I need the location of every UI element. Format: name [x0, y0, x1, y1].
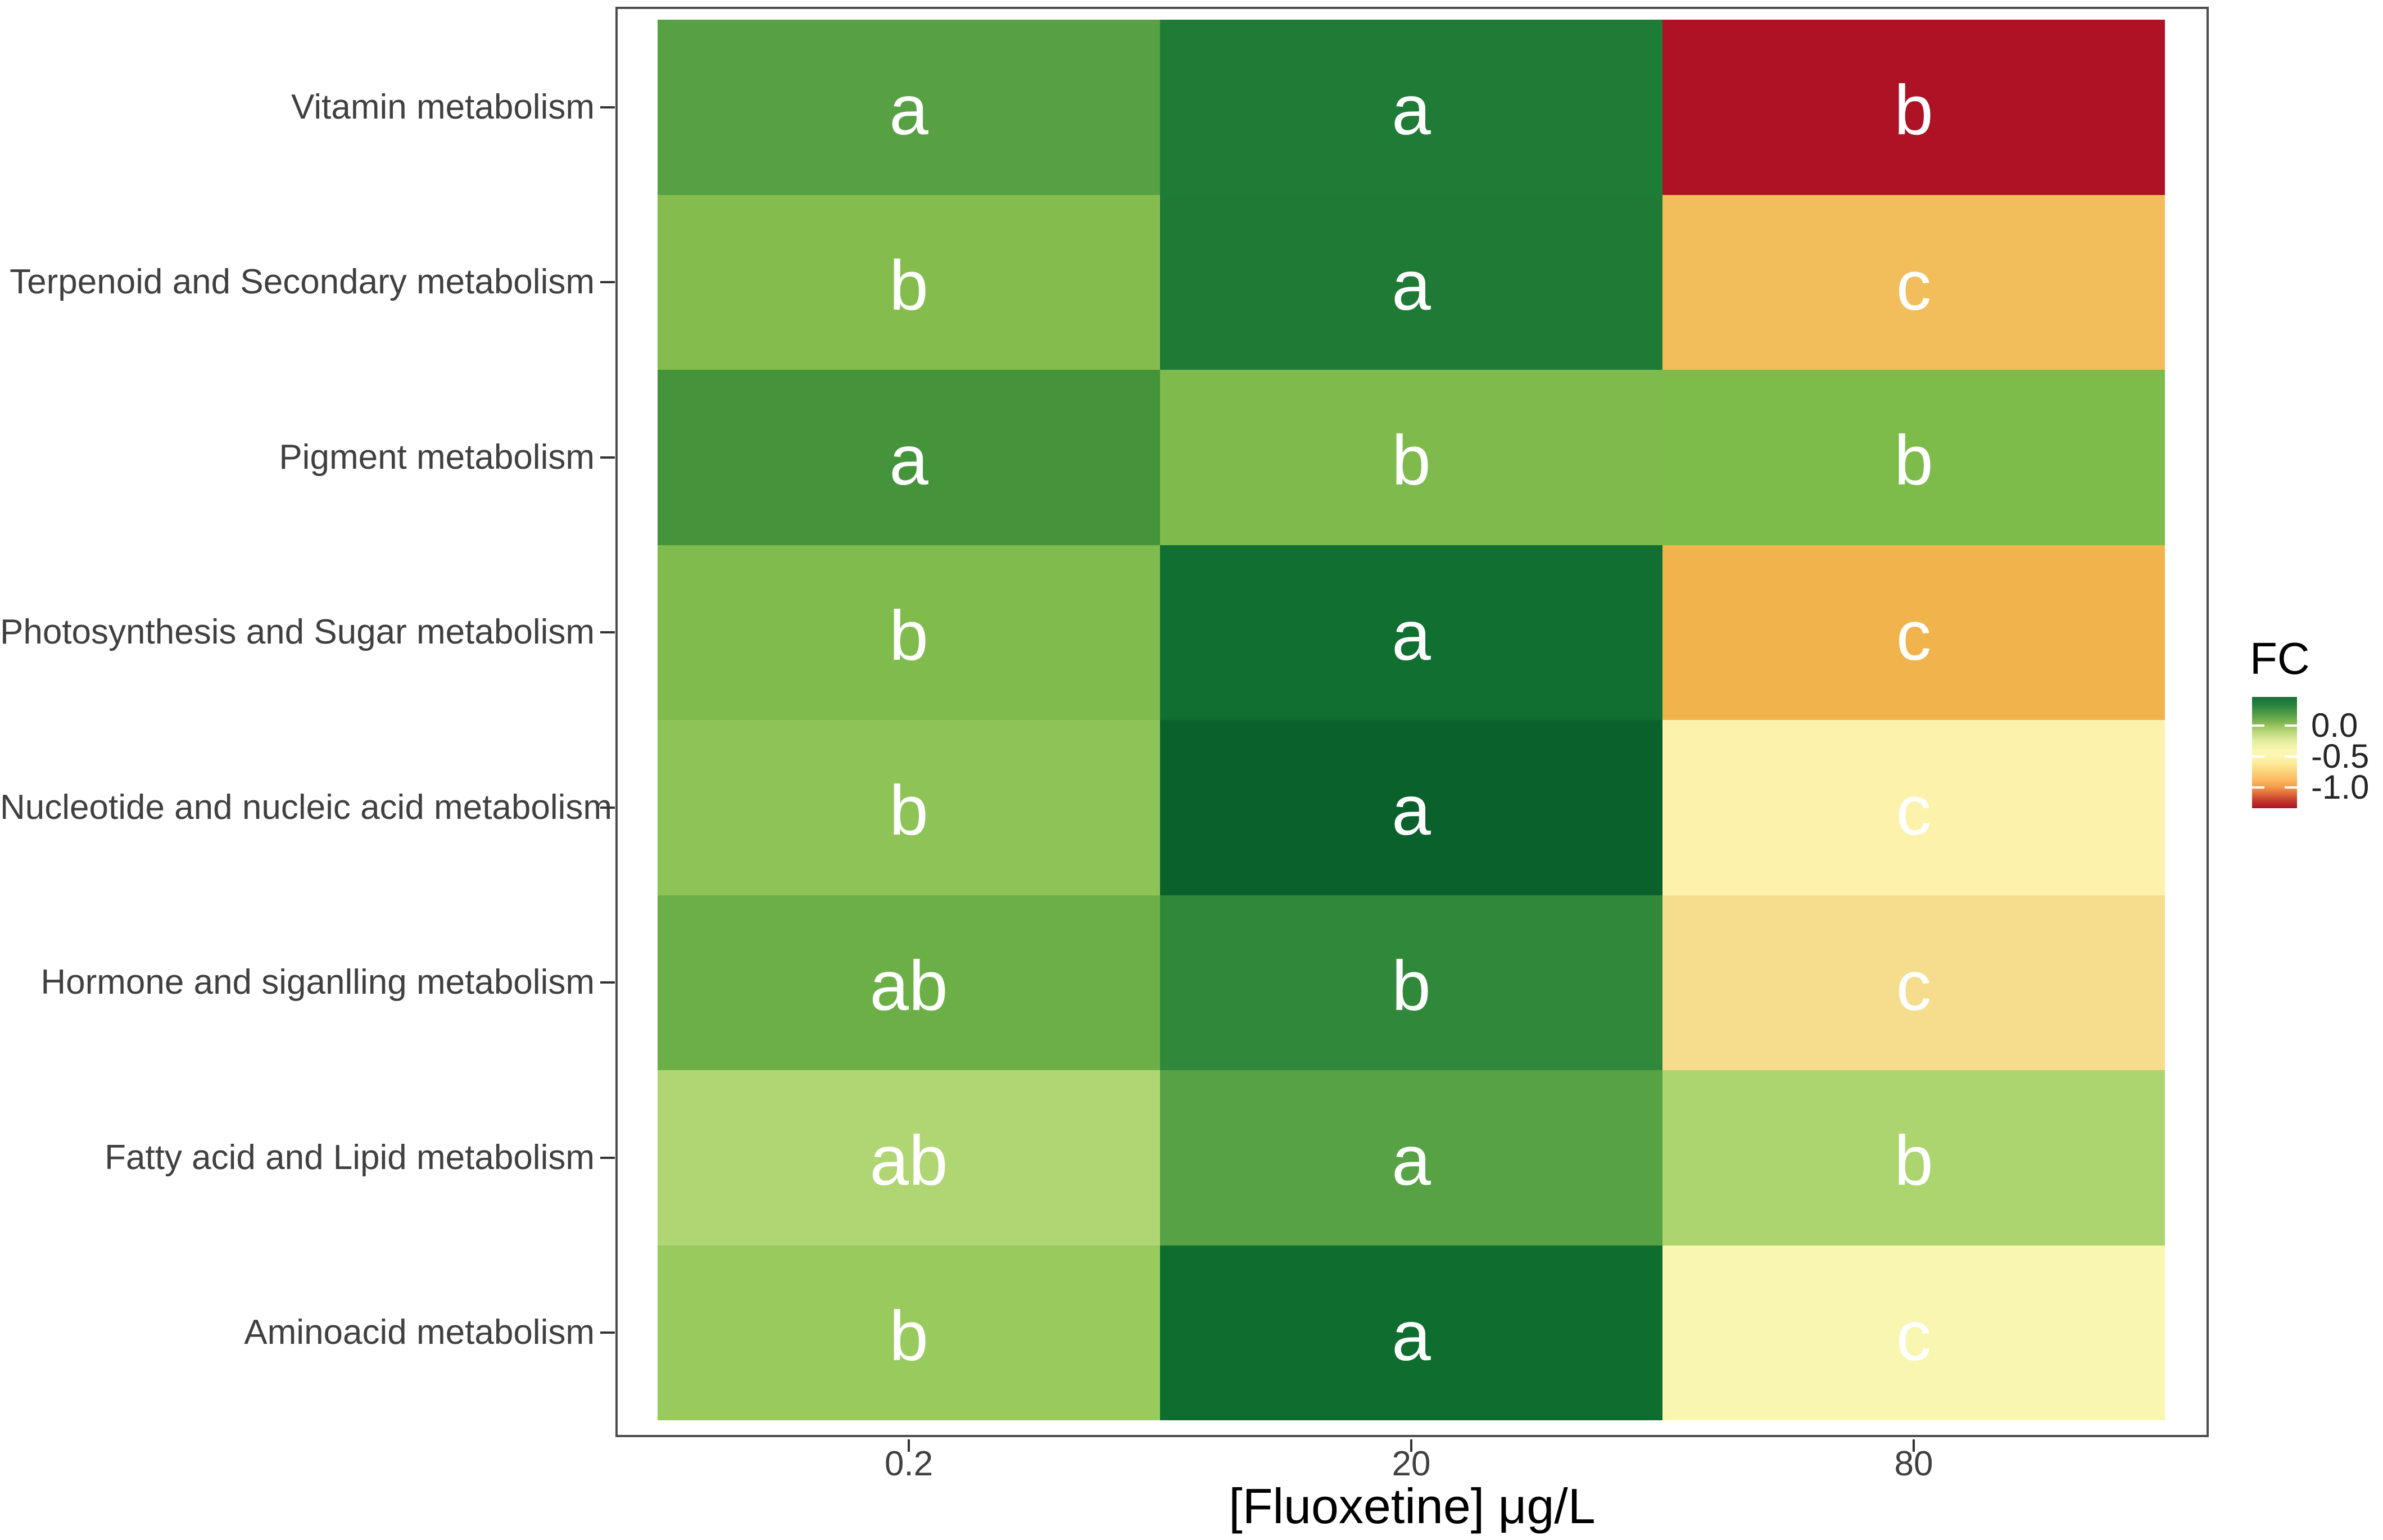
heatmap-cell-r8-c1: b: [658, 1245, 1160, 1420]
cell-significance-letter: b: [1392, 422, 1431, 500]
y-axis-label: Photosynthesis and Sugar metabolism: [0, 613, 595, 652]
cell-significance-letter: ab: [869, 1122, 948, 1201]
cell-significance-letter: c: [1896, 596, 1932, 675]
cell-significance-letter: b: [889, 596, 928, 675]
x-axis-tick: [1913, 1439, 1915, 1452]
x-axis-tick: [1410, 1439, 1412, 1452]
cell-significance-letter: b: [1894, 422, 1933, 500]
legend-colorbar-tick: [2285, 755, 2297, 758]
x-axis-tick: [908, 1439, 910, 1452]
cell-significance-letter: a: [1392, 772, 1431, 850]
heatmap-cell-r7-c2: a: [1160, 1070, 1662, 1245]
heatmap-cell-r7-c3: b: [1662, 1070, 2165, 1245]
cell-significance-letter: c: [1896, 772, 1932, 850]
heatmap-cell-r1-c2: a: [1160, 20, 1662, 195]
cell-significance-letter: b: [889, 1297, 928, 1375]
cell-significance-letter: a: [1392, 71, 1431, 150]
heatmap-cell-r5-c2: a: [1160, 720, 1662, 895]
y-axis-tick: [600, 456, 615, 459]
x-axis-title: [Fluoxetine] μg/L: [1229, 1478, 1596, 1534]
heatmap-cell-r7-c1: ab: [658, 1070, 1160, 1245]
legend-value-label: -1.0: [2311, 768, 2370, 807]
heatmap-cell-r5-c3: c: [1662, 720, 2165, 895]
cell-significance-letter: c: [1896, 946, 1932, 1025]
heatmap-cell-r3-c3: b: [1662, 370, 2165, 545]
y-axis-label: Aminoacid metabolism: [244, 1313, 595, 1352]
heatmap-cell-r8-c3: c: [1662, 1245, 2165, 1420]
y-axis-label: Terpenoid and Secondary metabolism: [10, 262, 595, 302]
y-axis-tick: [600, 106, 615, 108]
cell-significance-letter: a: [1392, 1297, 1431, 1375]
cell-significance-letter: c: [1896, 246, 1932, 325]
heatmap-grid: a a b b a c a b b b a c b a c ab b c ab a b b a c: [658, 20, 2165, 1420]
heatmap-cell-r8-c2: a: [1160, 1245, 1662, 1420]
heatmap-cell-r4-c2: a: [1160, 545, 1662, 720]
cell-significance-letter: c: [1896, 1297, 1932, 1375]
heatmap-cell-r4-c1: b: [658, 545, 1160, 720]
heatmap-cell-r3-c2: b: [1160, 370, 1662, 545]
heatmap-cell-r3-c1: a: [658, 370, 1160, 545]
legend-colorbar-tick: [2252, 724, 2264, 727]
y-axis-label: Pigment metabolism: [279, 437, 595, 477]
x-axis-label: 0.2: [884, 1444, 934, 1483]
cell-significance-letter: b: [889, 772, 928, 850]
cell-significance-letter: b: [889, 246, 928, 325]
heatmap-cell-r2-c3: c: [1662, 194, 2165, 370]
y-axis-label: Nucleotide and nucleic acid metabolism: [0, 787, 613, 827]
legend-colorbar-tick: [2252, 786, 2264, 789]
legend-colorbar-tick: [2285, 724, 2297, 727]
heatmap-cell-r1-c3: b: [1662, 20, 2165, 195]
cell-significance-letter: ab: [869, 946, 948, 1025]
legend-value-label: -0.5: [2311, 737, 2370, 775]
cell-significance-letter: b: [1392, 946, 1431, 1025]
legend-colorbar-tick: [2252, 755, 2264, 758]
y-axis-label: Vitamin metabolism: [291, 87, 595, 126]
y-axis-tick: [600, 631, 615, 634]
y-axis-tick: [600, 806, 615, 809]
cell-significance-letter: a: [889, 71, 928, 150]
heatmap-cell-r5-c1: b: [658, 720, 1160, 895]
cell-significance-letter: a: [1392, 246, 1431, 325]
y-axis-tick: [600, 981, 615, 984]
cell-significance-letter: b: [1894, 1122, 1933, 1201]
legend-value-label: 0.0: [2311, 706, 2358, 745]
legend-title: FC: [2250, 633, 2310, 683]
heatmap-cell-r2-c1: b: [658, 194, 1160, 370]
heatmap-cell-r2-c2: a: [1160, 194, 1662, 370]
cell-significance-letter: b: [1894, 71, 1933, 150]
y-axis-tick: [600, 1331, 615, 1334]
y-axis-label: Fatty acid and Lipid metabolism: [105, 1138, 595, 1177]
y-axis-tick: [600, 281, 615, 284]
x-axis-label: 20: [1392, 1444, 1431, 1483]
y-axis-tick: [600, 1156, 615, 1159]
legend-colorbar: [2252, 697, 2297, 808]
heatmap-cell-r4-c3: c: [1662, 545, 2165, 720]
cell-significance-letter: a: [1392, 1122, 1431, 1201]
legend-colorbar-tick: [2285, 786, 2297, 789]
cell-significance-letter: a: [889, 422, 928, 500]
y-axis-label: Hormone and siganlling metabolism: [40, 963, 595, 1002]
heatmap-cell-r6-c3: c: [1662, 895, 2165, 1070]
heatmap-cell-r1-c1: a: [658, 20, 1160, 195]
heatmap-cell-r6-c2: b: [1160, 895, 1662, 1070]
x-axis-label: 80: [1894, 1444, 1933, 1483]
heatmap-cell-r6-c1: ab: [658, 895, 1160, 1070]
cell-significance-letter: a: [1392, 596, 1431, 675]
